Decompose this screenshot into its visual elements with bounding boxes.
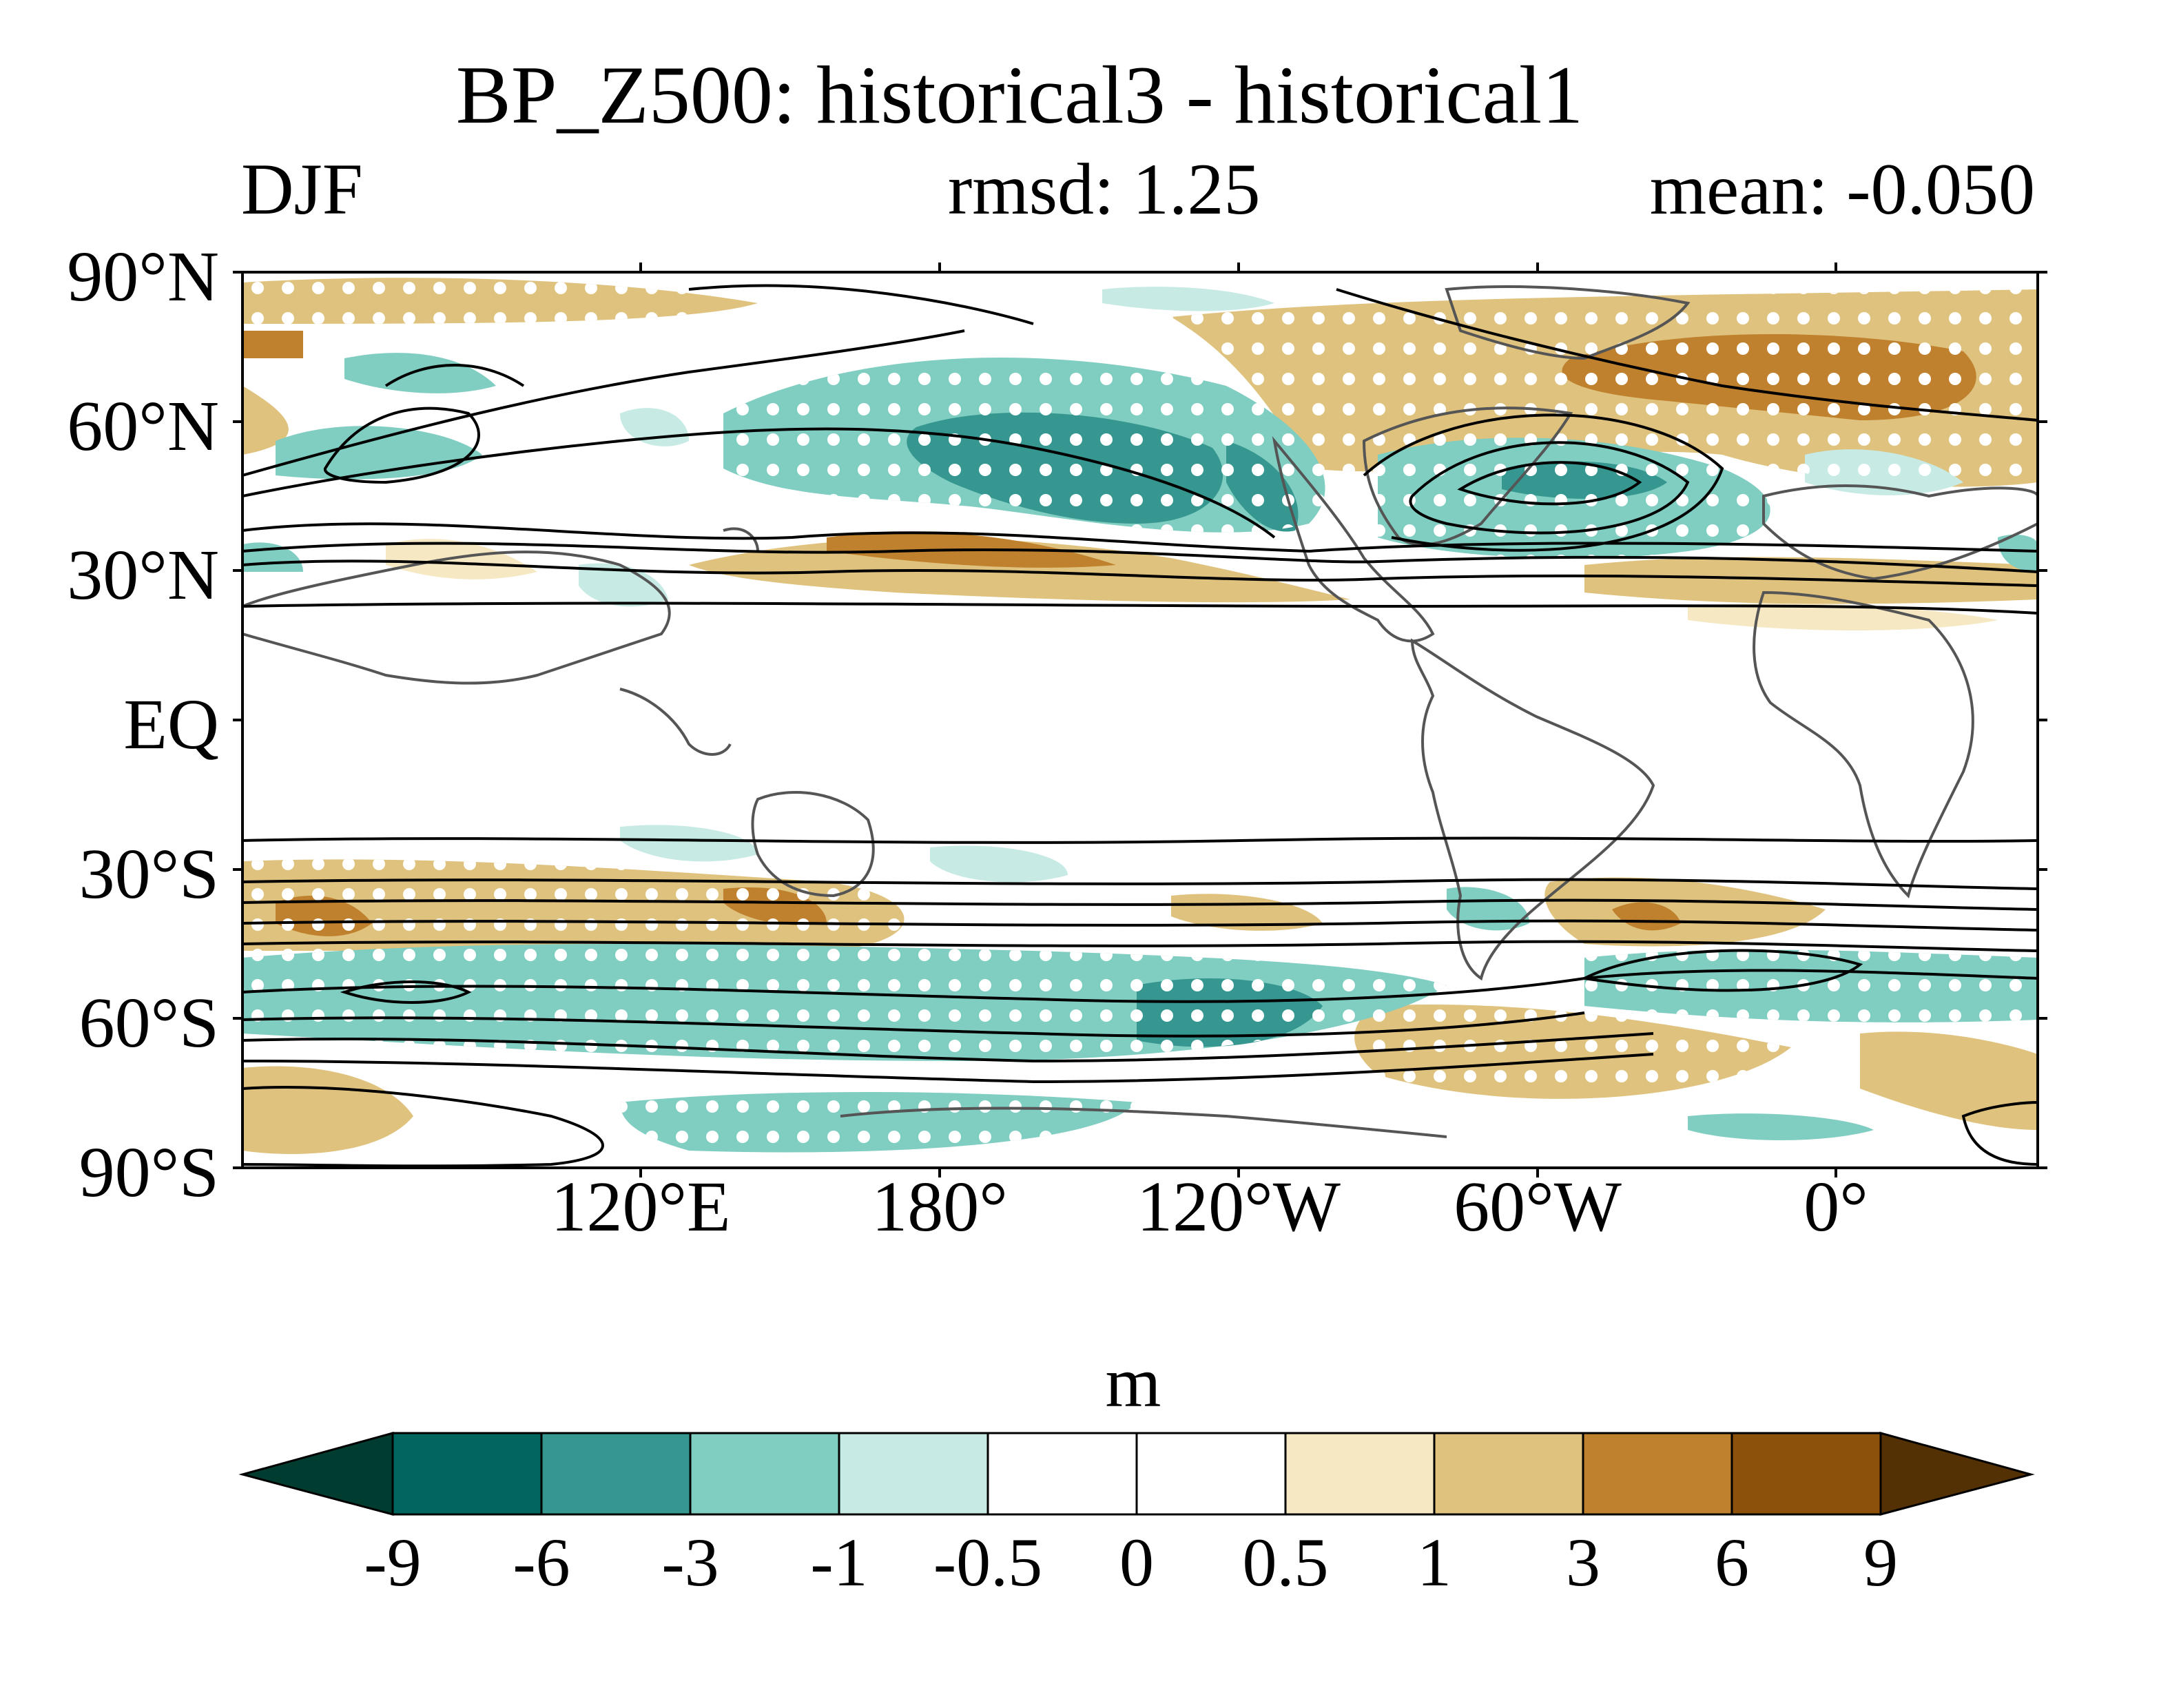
colorbar-box <box>391 1432 543 1516</box>
colorbar-label: -1 <box>810 1524 868 1601</box>
colorbar-label: -0.5 <box>933 1524 1043 1601</box>
lat-label: 90°S <box>79 1133 219 1212</box>
colorbar-box <box>1135 1432 1287 1516</box>
colorbar-label: 6 <box>1715 1524 1749 1601</box>
lon-ticks <box>639 263 1837 1177</box>
colorbar-box <box>838 1432 989 1516</box>
contours <box>242 284 2038 1168</box>
colorbar-extend-low <box>238 1432 394 1516</box>
colorbar-label: 9 <box>1863 1524 1898 1601</box>
colorbar-box <box>1433 1432 1584 1516</box>
colorbar-box <box>1284 1432 1436 1516</box>
mean-label: mean: -0.050 <box>1649 149 2035 229</box>
colorbar-box <box>1730 1432 1882 1516</box>
season-label: DJF <box>241 149 363 229</box>
colorbar-label: 0.5 <box>1242 1524 1329 1601</box>
colorbar-label: -3 <box>661 1524 719 1601</box>
coastlines <box>242 285 2038 1138</box>
colorbar-label: -9 <box>364 1524 422 1601</box>
lon-label: 180° <box>871 1167 1008 1246</box>
colorbar-extend-high <box>1879 1432 2035 1516</box>
colorbar-label: 1 <box>1417 1524 1451 1601</box>
colorbar-label: 3 <box>1566 1524 1600 1601</box>
rmsd-label: rmsd: 1.25 <box>948 149 1261 229</box>
colorbar <box>238 1432 2035 1516</box>
lat-ticks <box>233 271 2047 1169</box>
lon-label: 120°W <box>1137 1167 1341 1246</box>
lat-label: 60°S <box>79 983 219 1062</box>
lat-label: 30°S <box>79 834 219 914</box>
colorbar-box <box>1582 1432 1733 1516</box>
colorbar-box <box>540 1432 692 1516</box>
colorbar-box <box>689 1432 840 1516</box>
lon-label: 120°E <box>550 1167 731 1246</box>
colorbar-unit: m <box>1105 1343 1161 1422</box>
colorbar-label: -6 <box>513 1524 570 1601</box>
colorbar-box <box>986 1432 1138 1516</box>
map-title: BP_Z500: historical3 - historical1 <box>455 49 1584 141</box>
colorbar-label: 0 <box>1119 1524 1154 1601</box>
lon-label: 0° <box>1804 1167 1868 1246</box>
lat-label: EQ <box>123 685 219 764</box>
lat-label: 60°N <box>67 387 219 466</box>
lat-label: 30°N <box>67 535 219 615</box>
lat-label: 90°N <box>67 237 219 316</box>
lon-label: 60°W <box>1454 1167 1622 1246</box>
